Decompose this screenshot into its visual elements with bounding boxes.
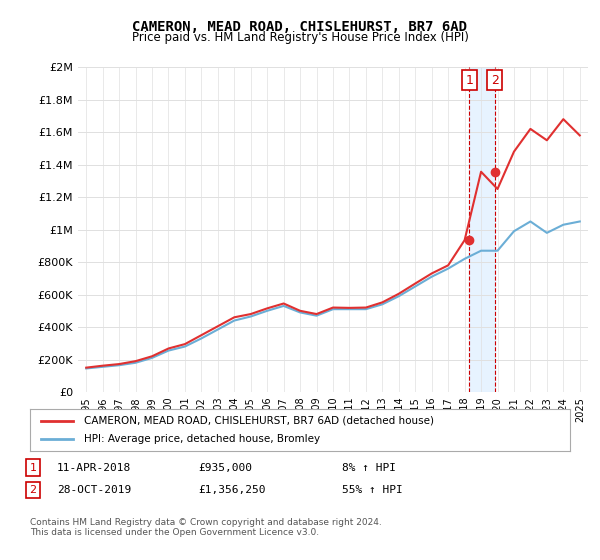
Text: 28-OCT-2019: 28-OCT-2019 bbox=[57, 485, 131, 495]
Text: CAMERON, MEAD ROAD, CHISLEHURST, BR7 6AD: CAMERON, MEAD ROAD, CHISLEHURST, BR7 6AD bbox=[133, 20, 467, 34]
Text: HPI: Average price, detached house, Bromley: HPI: Average price, detached house, Brom… bbox=[84, 434, 320, 444]
Text: CAMERON, MEAD ROAD, CHISLEHURST, BR7 6AD (detached house): CAMERON, MEAD ROAD, CHISLEHURST, BR7 6AD… bbox=[84, 416, 434, 426]
Text: 8% ↑ HPI: 8% ↑ HPI bbox=[342, 463, 396, 473]
Text: £935,000: £935,000 bbox=[198, 463, 252, 473]
Text: 2: 2 bbox=[491, 74, 499, 87]
Text: 1: 1 bbox=[465, 74, 473, 87]
Text: Price paid vs. HM Land Registry's House Price Index (HPI): Price paid vs. HM Land Registry's House … bbox=[131, 31, 469, 44]
Text: 2: 2 bbox=[29, 485, 37, 495]
Text: Contains HM Land Registry data © Crown copyright and database right 2024.
This d: Contains HM Land Registry data © Crown c… bbox=[30, 518, 382, 538]
Text: 11-APR-2018: 11-APR-2018 bbox=[57, 463, 131, 473]
Text: £1,356,250: £1,356,250 bbox=[198, 485, 265, 495]
Text: 1: 1 bbox=[29, 463, 37, 473]
Text: 55% ↑ HPI: 55% ↑ HPI bbox=[342, 485, 403, 495]
Bar bbox=[469, 67, 495, 392]
